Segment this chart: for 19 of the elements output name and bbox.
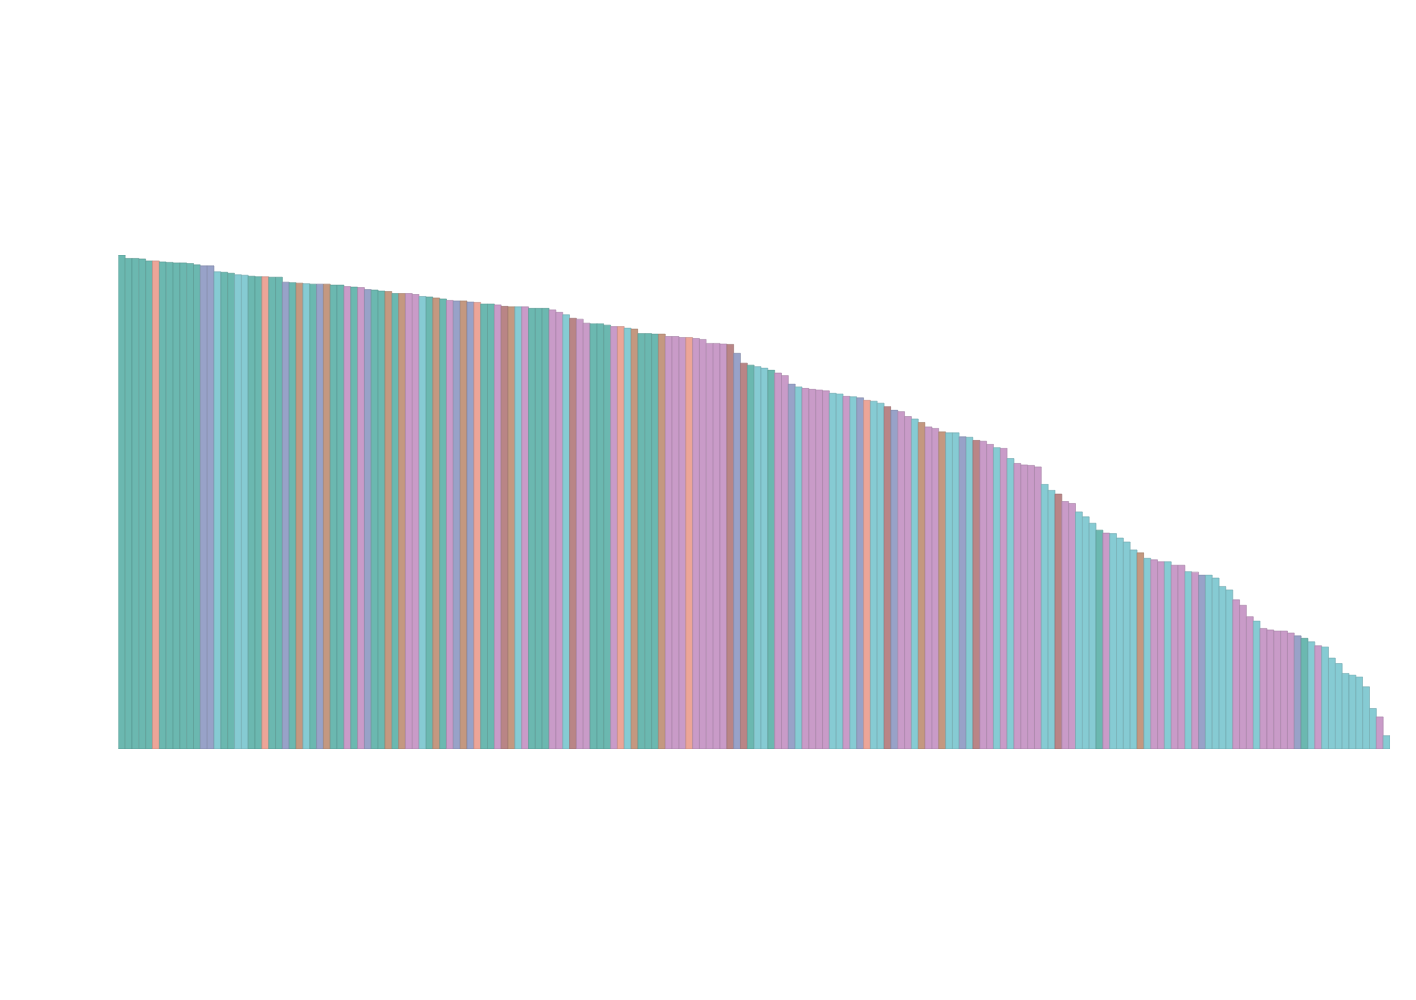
bar bbox=[302, 283, 311, 749]
bar bbox=[740, 362, 748, 749]
bar bbox=[316, 283, 324, 749]
bar bbox=[521, 306, 529, 749]
bar bbox=[494, 304, 502, 749]
bar bbox=[993, 447, 1001, 749]
bar bbox=[788, 383, 796, 749]
bar bbox=[152, 260, 160, 749]
bar bbox=[747, 364, 755, 749]
bar bbox=[282, 281, 290, 749]
bar bbox=[446, 300, 454, 749]
bar bbox=[418, 296, 427, 749]
bar bbox=[453, 300, 461, 749]
bar bbox=[384, 291, 393, 749]
bar bbox=[890, 409, 899, 749]
bar bbox=[842, 395, 851, 749]
bar bbox=[658, 333, 666, 749]
bar bbox=[569, 317, 577, 749]
bar bbox=[1314, 645, 1322, 749]
